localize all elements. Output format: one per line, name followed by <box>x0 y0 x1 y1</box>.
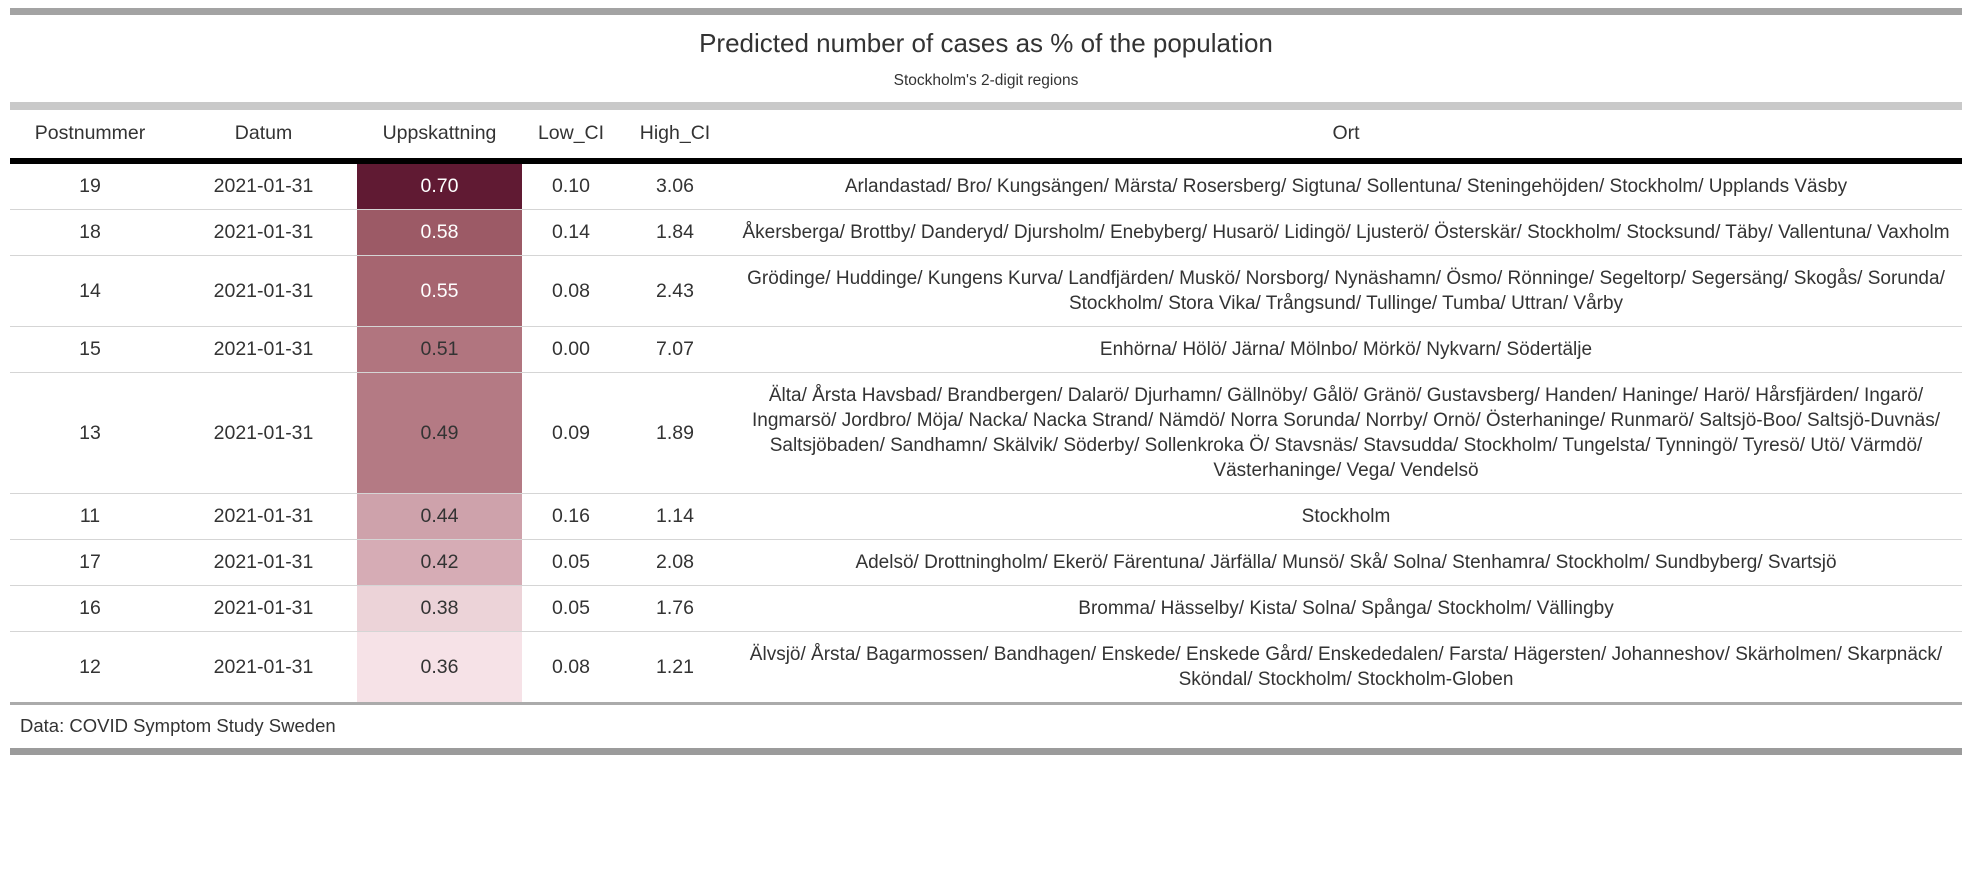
cell-ort: Stockholm <box>730 493 1962 540</box>
cell-datum: 2021-01-31 <box>170 209 357 256</box>
cell-high-ci: 2.43 <box>620 255 730 327</box>
table-header: Predicted number of cases as % of the po… <box>0 15 1972 102</box>
cell-uppskattning: 0.38 <box>357 585 522 632</box>
cell-uppskattning: 0.51 <box>357 326 522 373</box>
cell-postnummer: 14 <box>10 255 170 327</box>
cell-ort: Älvsjö/ Årsta/ Bagarmossen/ Bandhagen/ E… <box>749 644 1943 690</box>
cell-high-ci: 1.84 <box>620 209 730 256</box>
heading-rule <box>10 102 1962 110</box>
column-header-ort: Ort <box>730 110 1962 164</box>
cell-uppskattning: 0.49 <box>357 372 522 494</box>
cell-uppskattning: 0.70 <box>357 161 522 210</box>
table-row: 14 2021-01-31 0.55 0.08 2.43 Grödinge/ Huddin… <box>10 255 1962 327</box>
cell-uppskattning: 0.55 <box>357 255 522 327</box>
table-row: 15 2021-01-31 0.51 0.00 7.07 Enhörna/ Hölö/ J… <box>10 326 1962 373</box>
table-subtitle: Stockholm's 2-digit regions <box>893 72 1079 89</box>
cell-low-ci: 0.10 <box>522 161 620 210</box>
cell-ort: Arlandastad/ Bro/ Kungsängen/ Märsta/ Ro… <box>730 161 1962 210</box>
cell-high-ci: 1.89 <box>620 372 730 494</box>
source-note: Data: COVID Symptom Study Sweden <box>20 715 336 736</box>
cell-datum: 2021-01-31 <box>170 326 357 373</box>
table-body: 19 2021-01-31 0.70 0.10 3.06 Arlandastad/ Bro… <box>10 161 1962 702</box>
table-row: 11 2021-01-31 0.44 0.16 1.14 Stockholm <box>10 493 1962 540</box>
cell-high-ci: 1.14 <box>620 493 730 540</box>
footer-top-rule <box>10 702 1962 705</box>
cell-postnummer: 11 <box>10 493 170 540</box>
cell-low-ci: 0.16 <box>522 493 620 540</box>
column-header-uppskattning: Uppskattning <box>357 110 522 164</box>
table-row: 13 2021-01-31 0.49 0.09 1.89 Älta/ Årsta Havs… <box>10 372 1962 494</box>
table-row: 19 2021-01-31 0.70 0.10 3.06 Arlandastad/ Bro… <box>10 161 1962 210</box>
cell-ort: Enhörna/ Hölö/ Järna/ Mölnbo/ Mörkö/ Nyk… <box>730 326 1962 373</box>
cell-ort: Åkersberga/ Brottby/ Danderyd/ Djursholm… <box>730 209 1962 256</box>
predictions-table: Postnummer Datum Uppskattning Low_CI Hig… <box>10 110 1962 702</box>
cell-low-ci: 0.05 <box>522 585 620 632</box>
table-row: 16 2021-01-31 0.38 0.05 1.76 Bromma/ Hässelby… <box>10 585 1962 632</box>
cell-datum: 2021-01-31 <box>170 372 357 494</box>
cell-low-ci: 0.05 <box>522 539 620 586</box>
cell-high-ci: 7.07 <box>620 326 730 373</box>
cell-high-ci: 2.08 <box>620 539 730 586</box>
cell-postnummer: 15 <box>10 326 170 373</box>
cell-high-ci: 1.21 <box>656 655 694 678</box>
cell-datum: 2021-01-31 <box>170 539 357 586</box>
top-rule <box>10 8 1962 15</box>
column-header-low-ci: Low_CI <box>522 110 620 164</box>
table-row: 18 2021-01-31 0.58 0.14 1.84 Åkersberga/ Brot… <box>10 209 1962 256</box>
cell-low-ci: 0.09 <box>522 372 620 494</box>
table-row: 12 2021-01-31 0.36 0.08 1.21 Älvsjö/ Årsta/ B… <box>10 631 1962 702</box>
cell-low-ci: 0.00 <box>522 326 620 373</box>
cell-postnummer: 13 <box>10 372 170 494</box>
cell-uppskattning: 0.42 <box>357 539 522 586</box>
table-column-headers: Postnummer Datum Uppskattning Low_CI Hig… <box>10 110 1962 164</box>
bottom-rule <box>10 748 1962 755</box>
cell-ort: Grödinge/ Huddinge/ Kungens Kurva/ Landf… <box>730 255 1962 327</box>
cell-low-ci: 0.14 <box>522 209 620 256</box>
cell-uppskattning: 0.44 <box>357 493 522 540</box>
cell-ort: Adelsö/ Drottningholm/ Ekerö/ Färentuna/… <box>730 539 1962 586</box>
column-header-high-ci: High_CI <box>620 110 730 164</box>
table-title: Predicted number of cases as % of the po… <box>699 28 1273 58</box>
cell-postnummer: 16 <box>10 585 170 632</box>
column-header-datum: Datum <box>170 110 357 164</box>
cell-datum: 2021-01-31 <box>170 255 357 327</box>
cell-low-ci: 0.08 <box>552 655 590 678</box>
cell-high-ci: 1.76 <box>620 585 730 632</box>
table-row: 17 2021-01-31 0.42 0.05 2.08 Adelsö/ Drottnin… <box>10 539 1962 586</box>
cell-uppskattning: 0.36 <box>357 631 522 702</box>
cell-datum: 2021-01-31 <box>170 585 357 632</box>
cell-postnummer: 17 <box>10 539 170 586</box>
cell-postnummer: 18 <box>10 209 170 256</box>
cell-high-ci: 3.06 <box>620 161 730 210</box>
cell-postnummer: 19 <box>10 161 170 210</box>
cell-low-ci: 0.08 <box>522 255 620 327</box>
cell-datum: 2021-01-31 <box>170 161 357 210</box>
cell-ort: Älta/ Årsta Havsbad/ Brandbergen/ Dalarö… <box>730 372 1962 494</box>
cell-datum: 2021-01-31 <box>170 493 357 540</box>
column-header-postnummer: Postnummer <box>10 110 170 164</box>
cell-ort: Bromma/ Hässelby/ Kista/ Solna/ Spånga/ … <box>730 585 1962 632</box>
cell-postnummer: 12 <box>79 655 101 678</box>
cell-datum: 2021-01-31 <box>213 655 314 678</box>
cell-uppskattning: 0.58 <box>357 209 522 256</box>
